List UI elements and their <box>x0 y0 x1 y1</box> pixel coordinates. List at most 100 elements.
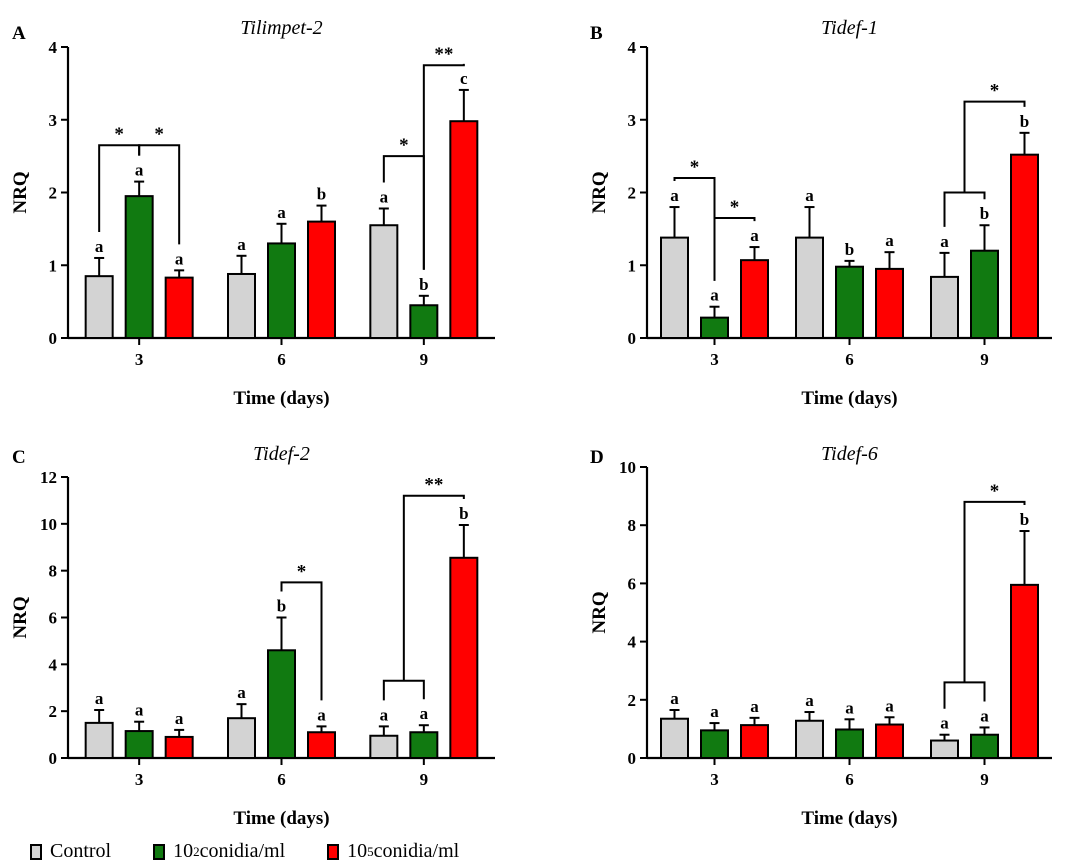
panel-c-y-axis-label: NRQ <box>10 596 31 638</box>
panel-b-bar-letter: b <box>980 204 989 223</box>
panel-c-significance-label: ** <box>424 475 443 496</box>
panel-b-bar-letter: a <box>805 186 814 205</box>
panel-d-y-tick-label: 0 <box>628 749 637 768</box>
panel-c-y-tick-label: 0 <box>49 749 58 768</box>
panel-b-y-tick-label: 0 <box>628 329 637 348</box>
panel-c-significance-label: * <box>297 561 307 582</box>
panel-b-x-axis-label: Time (days) <box>801 388 897 409</box>
panel-a-bar-letter: a <box>135 161 144 180</box>
panel-b-bar <box>835 265 864 339</box>
panel-b-title: Tidef-1 <box>821 17 878 39</box>
panel-b-significance-bracket <box>943 191 986 227</box>
panel-b-significance-bracket <box>963 100 1026 193</box>
panel-c-bar <box>267 649 296 759</box>
panel-a-significance-bracket <box>138 144 181 245</box>
panel-a-y-tick-label: 3 <box>49 111 58 130</box>
panel-c-bar-letter: b <box>459 504 468 523</box>
panel-b-bar-letter: a <box>670 186 679 205</box>
panel-c-bar <box>84 721 114 759</box>
panel-b-y-tick-label: 4 <box>628 38 637 57</box>
panel-c-bar <box>449 556 479 759</box>
panel-a-bar <box>409 304 439 340</box>
panel-d-bar <box>930 739 959 759</box>
panel-d-bar-letter: b <box>1020 510 1029 529</box>
panel-a-bar-letter: a <box>175 249 184 268</box>
panel-c-bar <box>409 731 439 759</box>
panel-d-bar <box>700 729 729 759</box>
panel-d-bar-letter: a <box>805 691 814 710</box>
panel-a-bar <box>84 275 114 340</box>
panel-a-bar-letter: a <box>277 203 286 222</box>
panel-b-y-tick-label: 1 <box>628 256 637 275</box>
legend-swatch-control <box>30 843 42 860</box>
panel-d-bar <box>795 719 824 760</box>
panel-d-x-axis-label: Time (days) <box>801 808 897 829</box>
panel-d-bar <box>875 723 904 759</box>
panel-b-bar <box>795 236 824 339</box>
panel-c-letter: C <box>12 447 26 468</box>
panel-c-significance-bracket <box>280 581 323 701</box>
panel-c-y-tick-label: 4 <box>49 655 58 674</box>
panel-c-bar <box>124 730 154 760</box>
panel-d-y-tick-label: 6 <box>628 574 637 593</box>
panel-b-bar <box>875 267 904 340</box>
panel-a-bar <box>369 224 399 339</box>
panel-a-bar-letter: b <box>419 275 428 294</box>
panel-a-bar <box>449 120 479 339</box>
legend-item-high: 10 5 conidia/ml <box>327 840 459 863</box>
panel-a-bar-letter: a <box>380 188 389 207</box>
panel-c-bar-letter: a <box>95 689 104 708</box>
panel-c-y-tick-label: 10 <box>40 515 57 534</box>
panel-d-bar-letter: a <box>750 697 759 716</box>
panel-b-significance-label: * <box>990 81 1000 102</box>
panel-a-bar <box>124 195 154 339</box>
panel-c-bar <box>164 735 194 759</box>
panel-a-bar <box>227 272 256 340</box>
panel-d-bar <box>1010 583 1039 759</box>
panel-b-x-tick-label: 6 <box>845 350 854 369</box>
panel-d-bar <box>740 724 769 760</box>
panel-b-bar-letter: b <box>1020 112 1029 131</box>
panel-b-bar <box>1010 153 1039 339</box>
legend: Control 10 2 conidia/ml 10 5 conidia/ml <box>30 840 501 863</box>
panel-d-y-tick-label: 2 <box>628 691 637 710</box>
panel-a-x-tick-label: 3 <box>135 350 144 369</box>
panel-c-y-tick-label: 6 <box>49 609 58 628</box>
panel-b-letter: B <box>590 23 603 44</box>
panel-c-bar-letter: a <box>420 704 429 723</box>
panel-c-y-tick-label: 12 <box>40 468 57 487</box>
panel-d-significance-label: * <box>990 481 1000 502</box>
panel-d-y-tick-label: 10 <box>619 458 636 477</box>
panel-c-bar-letter: b <box>277 597 286 616</box>
panel-b-x-tick-label: 9 <box>980 350 989 369</box>
panel-a-bar <box>307 220 336 340</box>
legend-item-control: Control <box>30 840 111 863</box>
panel-b-bar-letter: a <box>885 231 894 250</box>
panel-a-title: Tilimpet-2 <box>240 17 322 39</box>
panel-b-y-tick-label: 2 <box>628 184 637 203</box>
legend-suffix-high: conidia/ml <box>373 840 460 862</box>
panel-b-bar-letter: a <box>710 286 719 305</box>
panel-d-bar-letter: a <box>940 714 949 733</box>
panel-c-bar <box>227 717 256 759</box>
panel-d-bar <box>970 733 999 759</box>
panel-b-significance-label: * <box>690 157 700 178</box>
panel-a-bar-letter: c <box>460 69 468 88</box>
panel-d-y-tick-label: 4 <box>628 633 637 652</box>
panel-c-significance-bracket <box>402 494 465 681</box>
legend-exp-high: 5 <box>367 843 374 859</box>
panel-a-significance-label: * <box>114 124 124 145</box>
panel-d-bar-letter: a <box>980 706 989 725</box>
panel-a-bar <box>267 242 296 339</box>
panel-a-y-tick-label: 4 <box>49 38 58 57</box>
panel-b-bar-letter: b <box>845 240 854 259</box>
panel-a-x-axis-label: Time (days) <box>233 388 329 409</box>
panel-d-bar-letter: a <box>670 689 679 708</box>
panel-c-bar-letter: a <box>135 701 144 720</box>
panel-c-y-tick-label: 8 <box>49 562 58 581</box>
panel-a-y-tick-label: 1 <box>49 256 58 275</box>
panel-b-significance-label: * <box>730 197 740 218</box>
panel-a-y-tick-label: 0 <box>49 329 58 348</box>
panel-d-bar <box>660 717 689 760</box>
